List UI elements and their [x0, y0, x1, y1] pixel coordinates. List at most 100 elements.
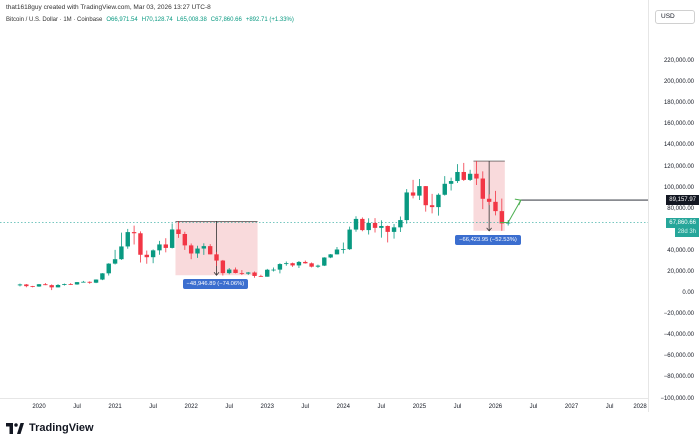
candle-body: [252, 272, 257, 276]
time-tick-label: 2021: [108, 404, 122, 410]
time-tick-label: Jul: [225, 404, 234, 410]
candle-body: [24, 284, 29, 287]
candle-body: [239, 273, 245, 274]
candle-body: [341, 249, 346, 250]
candle-body: [87, 281, 92, 283]
candle-body: [334, 249, 340, 255]
time-tick-label: 2022: [184, 404, 198, 410]
candle-body: [265, 269, 270, 277]
price-scale[interactable]: USD 220,000.00 200,000.00 180,000.00 160,00…: [648, 0, 700, 423]
candle-body: [93, 279, 99, 283]
time-tick-label: Jul: [529, 404, 538, 410]
candle-body: [201, 246, 207, 249]
time-tick-label: 2027: [564, 404, 579, 410]
candle-body: [372, 222, 378, 228]
candle-body: [486, 198, 492, 202]
candle-body: [474, 173, 479, 179]
candle-body: [455, 171, 460, 182]
candle-body: [106, 263, 111, 274]
time-tick-label: 2020: [32, 404, 46, 410]
drawings[interactable]: [500, 198, 648, 398]
candle-body: [81, 281, 86, 283]
projection-arrowhead: [514, 198, 522, 206]
candle-body: [163, 244, 168, 248]
price-tick-label: 20,000.00: [667, 269, 694, 275]
measure-label: −66,423.95 (−52.53%): [455, 234, 521, 245]
time-tick-label: 2026: [488, 404, 503, 410]
price-tick-label: 120,000.00: [663, 163, 694, 170]
candle-body: [112, 259, 118, 264]
measure-arrowhead: [213, 271, 220, 276]
candle-chart[interactable]: [0, 30, 648, 398]
candle-body: [436, 194, 441, 208]
candle-body: [214, 254, 219, 261]
candle-body: [448, 181, 454, 184]
chart-caption: that1618guy created with TradingView.com…: [6, 4, 211, 11]
price-tick-label: 140,000.00: [663, 142, 694, 149]
candle-body: [17, 284, 23, 286]
time-tick-label: Jul: [73, 404, 81, 410]
open-value: O66,971.54: [106, 17, 138, 23]
time-tick-label: Jul: [377, 404, 386, 410]
price-tick-label: −60,000.00: [663, 353, 694, 360]
last-price-tag: 67,860.66: [666, 217, 699, 228]
price-tick-label: 200,000.00: [663, 79, 694, 86]
candle-body: [271, 269, 276, 271]
candle-body: [429, 205, 435, 208]
candle-body: [290, 263, 295, 266]
candle-body: [188, 245, 194, 254]
time-tick-label: Jul: [301, 404, 310, 410]
candle-body: [347, 229, 352, 250]
symbol-name[interactable]: Bitcoin / U.S. Dollar · 1M · Coinbase: [6, 17, 103, 23]
time-tick-label: Jul: [453, 404, 462, 410]
candle-body: [322, 257, 327, 266]
candle-body: [144, 254, 149, 258]
candle-body: [284, 263, 289, 265]
candle-body: [68, 284, 73, 285]
price-tick-label: 0.00: [682, 290, 694, 297]
candle-body: [195, 248, 200, 254]
price-tick-label: 100,000.00: [663, 184, 694, 191]
candle-body: [385, 225, 390, 232]
candle-body: [36, 284, 42, 287]
candles: [17, 161, 511, 291]
horizontal-line-price-tag: 89,157.97: [666, 195, 699, 206]
candle-body: [169, 229, 175, 248]
price-tick-label: 40,000.00: [667, 247, 694, 254]
time-tick-label: Jul: [605, 404, 614, 410]
candle-body: [62, 284, 67, 285]
chart-pane[interactable]: −48,946.89 (−74.06%) −66,423.95 (−52.53%): [0, 30, 648, 398]
candle-body: [398, 220, 403, 228]
candle-body: [277, 264, 283, 270]
candle-body: [315, 265, 321, 267]
countdown-tag: 28d 3h: [674, 226, 699, 237]
candle-body: [125, 232, 130, 247]
candle-body: [410, 192, 416, 196]
tradingview-brand: TradingView: [29, 422, 94, 434]
candle-body: [442, 183, 447, 195]
time-tick-label: 2023: [260, 404, 274, 410]
candle-body: [157, 244, 162, 251]
candle-body: [49, 285, 54, 288]
candle-body: [404, 192, 409, 221]
projection-arrow: [507, 199, 522, 223]
time-tick-label: 2028: [633, 404, 647, 410]
candle-body: [366, 222, 371, 231]
candle-body: [233, 269, 238, 274]
candle-body: [499, 211, 505, 224]
high-value: H70,128.74: [141, 17, 173, 23]
candle-body: [43, 284, 48, 286]
candle-body: [360, 218, 365, 231]
currency-button[interactable]: USD: [655, 10, 695, 24]
candle-body: [246, 272, 251, 274]
tradingview-logo-icon: [6, 422, 24, 434]
candle-body: [207, 246, 213, 255]
time-axis[interactable]: [0, 398, 648, 412]
candle-body: [176, 229, 181, 234]
price-tick-label: −80,000.00: [663, 374, 694, 381]
candle-body: [119, 246, 124, 260]
candle-body: [391, 227, 397, 232]
time-tick-label: 2024: [336, 404, 350, 410]
candle-body: [296, 261, 302, 266]
candle-body: [303, 261, 308, 264]
